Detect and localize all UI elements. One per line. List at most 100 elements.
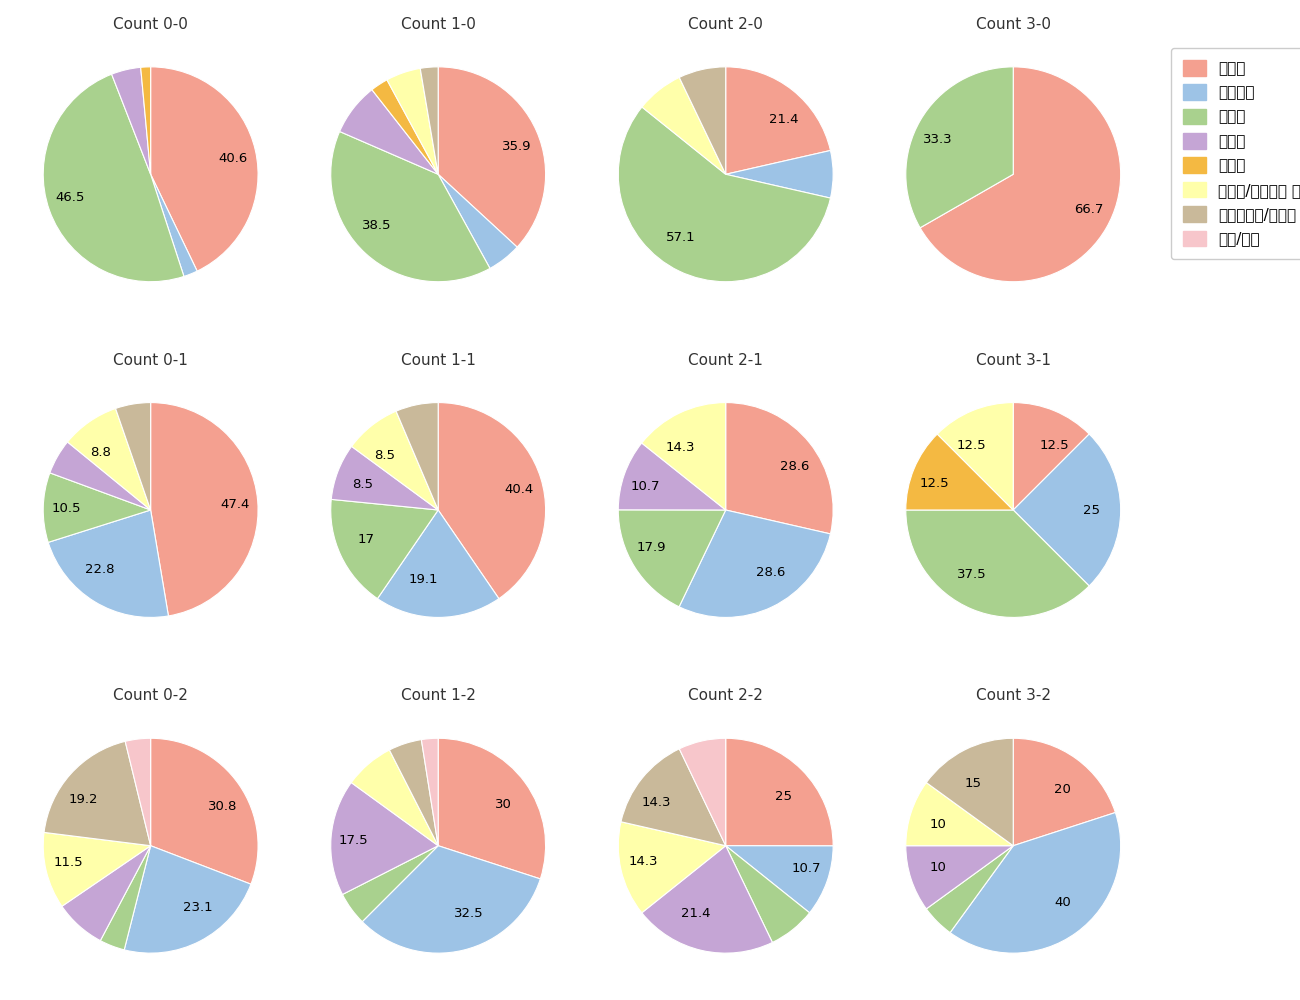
Text: 19.2: 19.2 — [69, 793, 99, 806]
Wedge shape — [1013, 403, 1089, 510]
Wedge shape — [342, 846, 438, 922]
Wedge shape — [44, 741, 151, 846]
Text: 25: 25 — [1083, 504, 1100, 517]
Wedge shape — [332, 446, 438, 510]
Wedge shape — [927, 738, 1013, 846]
Wedge shape — [680, 67, 725, 174]
Text: 10.7: 10.7 — [792, 862, 822, 875]
Wedge shape — [937, 403, 1013, 510]
Text: 21.4: 21.4 — [681, 907, 710, 920]
Wedge shape — [725, 67, 831, 174]
Text: 47.4: 47.4 — [220, 498, 250, 511]
Wedge shape — [151, 403, 259, 616]
Text: 32.5: 32.5 — [455, 907, 484, 920]
Text: 8.8: 8.8 — [90, 446, 110, 459]
Wedge shape — [725, 738, 833, 846]
Text: 38.5: 38.5 — [361, 219, 391, 232]
Text: 20: 20 — [1054, 783, 1071, 796]
Wedge shape — [950, 813, 1121, 953]
Wedge shape — [43, 473, 151, 542]
Wedge shape — [421, 738, 438, 846]
Wedge shape — [125, 738, 151, 846]
Text: 33.3: 33.3 — [923, 133, 953, 146]
Text: 19.1: 19.1 — [408, 573, 438, 586]
Wedge shape — [679, 510, 831, 617]
Title: Count 2-1: Count 2-1 — [688, 353, 763, 368]
Wedge shape — [363, 846, 541, 953]
Text: 17.5: 17.5 — [339, 834, 369, 847]
Wedge shape — [642, 403, 725, 510]
Text: 66.7: 66.7 — [1074, 203, 1102, 216]
Wedge shape — [125, 846, 251, 953]
Wedge shape — [619, 822, 725, 913]
Wedge shape — [619, 510, 725, 607]
Title: Count 0-2: Count 0-2 — [113, 688, 188, 703]
Wedge shape — [330, 783, 438, 894]
Wedge shape — [725, 846, 810, 942]
Wedge shape — [642, 77, 725, 174]
Wedge shape — [43, 74, 183, 282]
Text: 14.3: 14.3 — [628, 855, 658, 868]
Wedge shape — [151, 738, 259, 884]
Wedge shape — [906, 67, 1013, 228]
Wedge shape — [420, 67, 438, 174]
Wedge shape — [377, 510, 499, 617]
Wedge shape — [116, 403, 151, 510]
Text: 10: 10 — [930, 861, 946, 874]
Text: 25: 25 — [775, 790, 792, 803]
Wedge shape — [112, 67, 151, 174]
Wedge shape — [906, 510, 1089, 617]
Wedge shape — [927, 846, 1013, 933]
Text: 37.5: 37.5 — [957, 568, 987, 581]
Wedge shape — [43, 832, 151, 906]
Text: 23.1: 23.1 — [183, 901, 212, 914]
Text: 10: 10 — [930, 818, 946, 831]
Text: 21.4: 21.4 — [770, 113, 798, 126]
Text: 10.5: 10.5 — [51, 502, 81, 515]
Text: 35.9: 35.9 — [502, 140, 532, 153]
Wedge shape — [390, 740, 438, 846]
Text: 14.3: 14.3 — [642, 796, 671, 809]
Text: 8.5: 8.5 — [374, 449, 395, 462]
Wedge shape — [906, 434, 1013, 510]
Wedge shape — [438, 67, 546, 247]
Text: 28.6: 28.6 — [780, 460, 810, 473]
Title: Count 3-2: Count 3-2 — [976, 688, 1050, 703]
Wedge shape — [438, 174, 517, 268]
Wedge shape — [438, 738, 546, 879]
Wedge shape — [619, 107, 831, 282]
Wedge shape — [1013, 434, 1121, 586]
Title: Count 1-1: Count 1-1 — [400, 353, 476, 368]
Text: 40.4: 40.4 — [504, 483, 534, 496]
Title: Count 3-0: Count 3-0 — [976, 17, 1050, 32]
Title: Count 1-0: Count 1-0 — [400, 17, 476, 32]
Title: Count 0-0: Count 0-0 — [113, 17, 188, 32]
Wedge shape — [140, 67, 151, 174]
Text: 40: 40 — [1054, 896, 1071, 909]
Wedge shape — [1013, 738, 1115, 846]
Title: Count 2-2: Count 2-2 — [688, 688, 763, 703]
Wedge shape — [330, 499, 438, 599]
Wedge shape — [725, 403, 833, 534]
Wedge shape — [725, 150, 833, 198]
Text: 14.3: 14.3 — [666, 441, 696, 454]
Text: 11.5: 11.5 — [53, 856, 83, 869]
Wedge shape — [619, 443, 725, 510]
Text: 12.5: 12.5 — [957, 439, 987, 452]
Text: 17: 17 — [358, 533, 374, 546]
Text: 8.5: 8.5 — [352, 478, 373, 491]
Legend: ボール, ファウル, 見逃し, 空振り, ヒット, フライ/ライナー アウト, ゴロアウト/エラー, 犠飛/犠打: ボール, ファウル, 見逃し, 空振り, ヒット, フライ/ライナー アウト, … — [1171, 48, 1300, 259]
Wedge shape — [100, 846, 151, 950]
Text: 57.1: 57.1 — [666, 231, 696, 244]
Wedge shape — [351, 750, 438, 846]
Text: 40.6: 40.6 — [218, 152, 248, 165]
Wedge shape — [62, 846, 151, 941]
Wedge shape — [680, 738, 725, 846]
Text: 30.8: 30.8 — [208, 800, 238, 813]
Title: Count 3-1: Count 3-1 — [976, 353, 1050, 368]
Wedge shape — [151, 67, 259, 271]
Title: Count 0-1: Count 0-1 — [113, 353, 188, 368]
Wedge shape — [725, 846, 833, 913]
Wedge shape — [151, 174, 198, 276]
Wedge shape — [387, 68, 438, 174]
